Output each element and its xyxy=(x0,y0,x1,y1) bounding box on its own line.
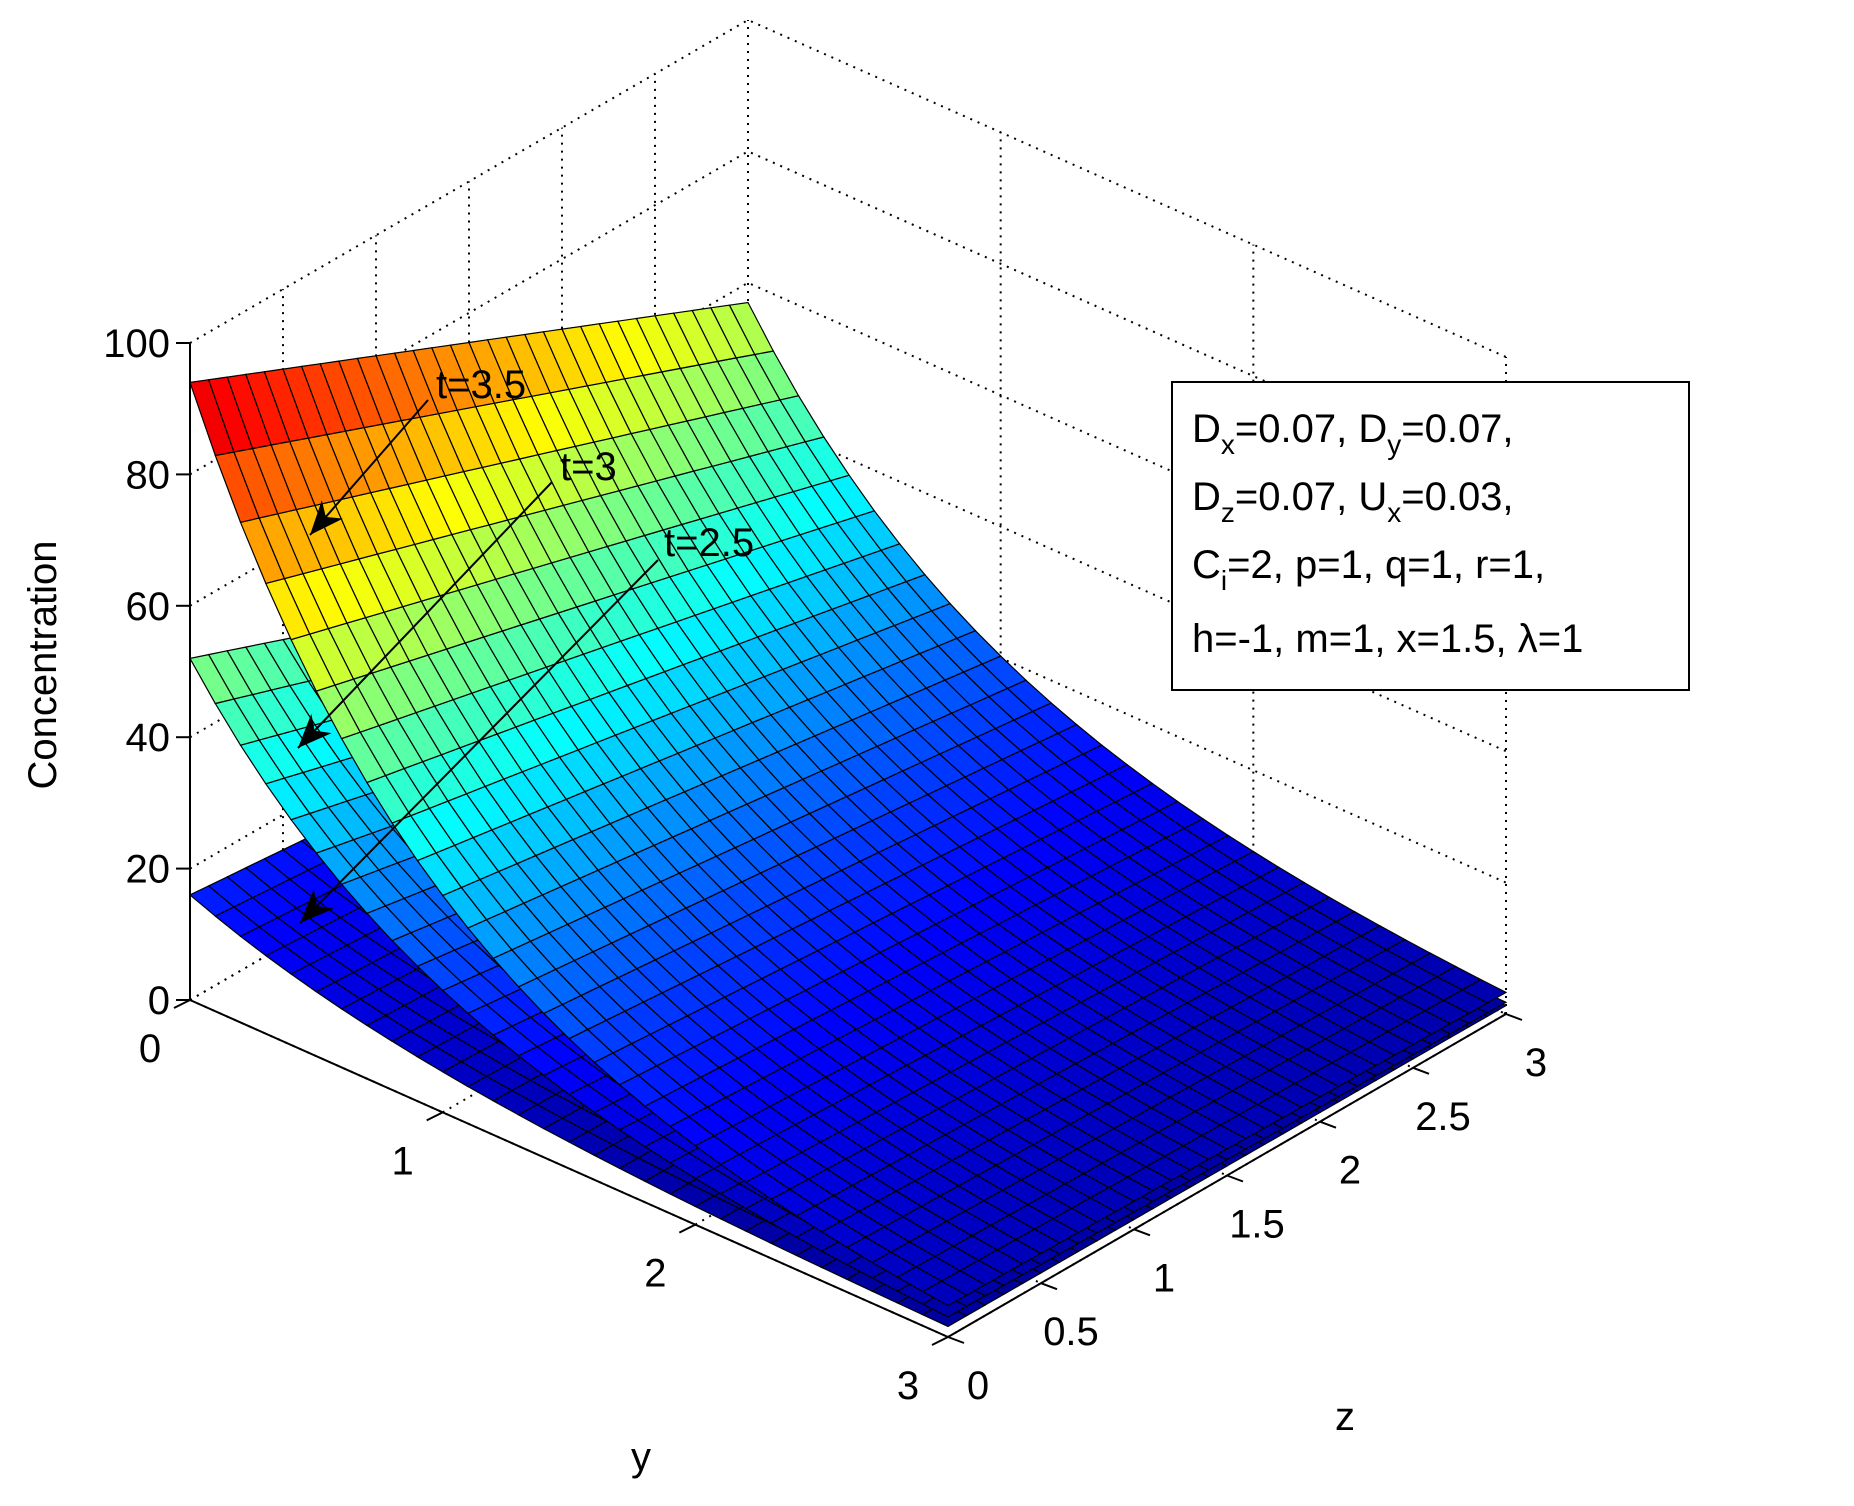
annotation-arrowhead xyxy=(310,500,343,535)
grid-line xyxy=(189,18,1507,358)
y-tick xyxy=(426,1111,444,1122)
y-tick-label: 1 xyxy=(392,1139,414,1183)
annotation-arrowhead xyxy=(298,713,332,748)
tick-labels: 0 20 40 60 80 100 0 1 2 3 0 0.5 1 1.5 2 2.5 3 xyxy=(103,322,1547,1408)
z-dir-tick xyxy=(1133,1228,1151,1237)
z-dir-tick-label: 1 xyxy=(1153,1256,1175,1300)
y-tick xyxy=(173,999,191,1009)
z-dir-tick-label: 2 xyxy=(1339,1149,1361,1193)
z-dir-tick xyxy=(1412,1066,1430,1075)
surface-patch xyxy=(188,885,235,917)
annotation-label: t=3 xyxy=(560,445,617,489)
surfaces-group xyxy=(188,301,1508,1328)
legend-line-1: Dx=0.07, Dy=0.07, xyxy=(1192,407,1514,460)
z-tick-label: 20 xyxy=(126,848,171,892)
z-dir-tick xyxy=(1040,1282,1058,1291)
annotation-label: t=2.5 xyxy=(664,521,754,565)
annotation-leader xyxy=(309,399,429,536)
y-tick-label: 3 xyxy=(897,1364,919,1408)
legend-line-2: Dz=0.07, Ux=0.03, xyxy=(1192,475,1514,528)
z-dir-tick-label: 3 xyxy=(1525,1041,1547,1085)
z-dir-tick xyxy=(1505,1013,1523,1021)
y-tick-label: 2 xyxy=(644,1252,666,1296)
z-tick-label: 80 xyxy=(126,453,171,497)
legend-line-3: Ci=2, p=1, q=1, r=1, xyxy=(1192,543,1545,596)
surface-t=3.5 xyxy=(189,301,1508,1307)
surface-patch xyxy=(189,653,235,705)
annotation-leader xyxy=(297,481,553,749)
y-axis-line xyxy=(189,999,949,1338)
z-tick-label: 40 xyxy=(126,716,171,760)
z-dir-tick xyxy=(1226,1174,1244,1183)
z-dir-tick-label: 1.5 xyxy=(1229,1203,1285,1247)
z-tick-label: 60 xyxy=(126,585,171,629)
z-tick-label: 0 xyxy=(148,979,170,1023)
z-dir-tick-label: 2.5 xyxy=(1415,1095,1471,1139)
legend-line-4: h=-1, m=1, x=1.5, λ=1 xyxy=(1192,617,1583,661)
z-dir-tick-label: 0.5 xyxy=(1043,1310,1099,1354)
annotation-arrowhead xyxy=(300,888,334,923)
y-axis-label: z xyxy=(1335,1395,1355,1439)
z-dir-tick xyxy=(1319,1120,1337,1129)
z-dir-tick-label: 0 xyxy=(967,1364,989,1408)
x-axis-label: y xyxy=(631,1435,651,1479)
annotation-label: t=3.5 xyxy=(436,363,526,407)
z-tick-label: 100 xyxy=(103,322,170,366)
y-tick-label: 0 xyxy=(139,1027,161,1071)
legend-box: Dx=0.07, Dy=0.07, Dz=0.07, Ux=0.03, Ci=2… xyxy=(1171,381,1690,691)
surface-annotations: t=3.5 t=3 t=2.5 xyxy=(297,363,754,924)
y-tick xyxy=(931,1336,949,1346)
surface-patch xyxy=(189,379,235,457)
z-axis-label: Concentration xyxy=(21,540,65,789)
z-dir-tick xyxy=(947,1336,965,1344)
y-tick xyxy=(678,1223,696,1234)
annotation-leader xyxy=(299,559,659,924)
